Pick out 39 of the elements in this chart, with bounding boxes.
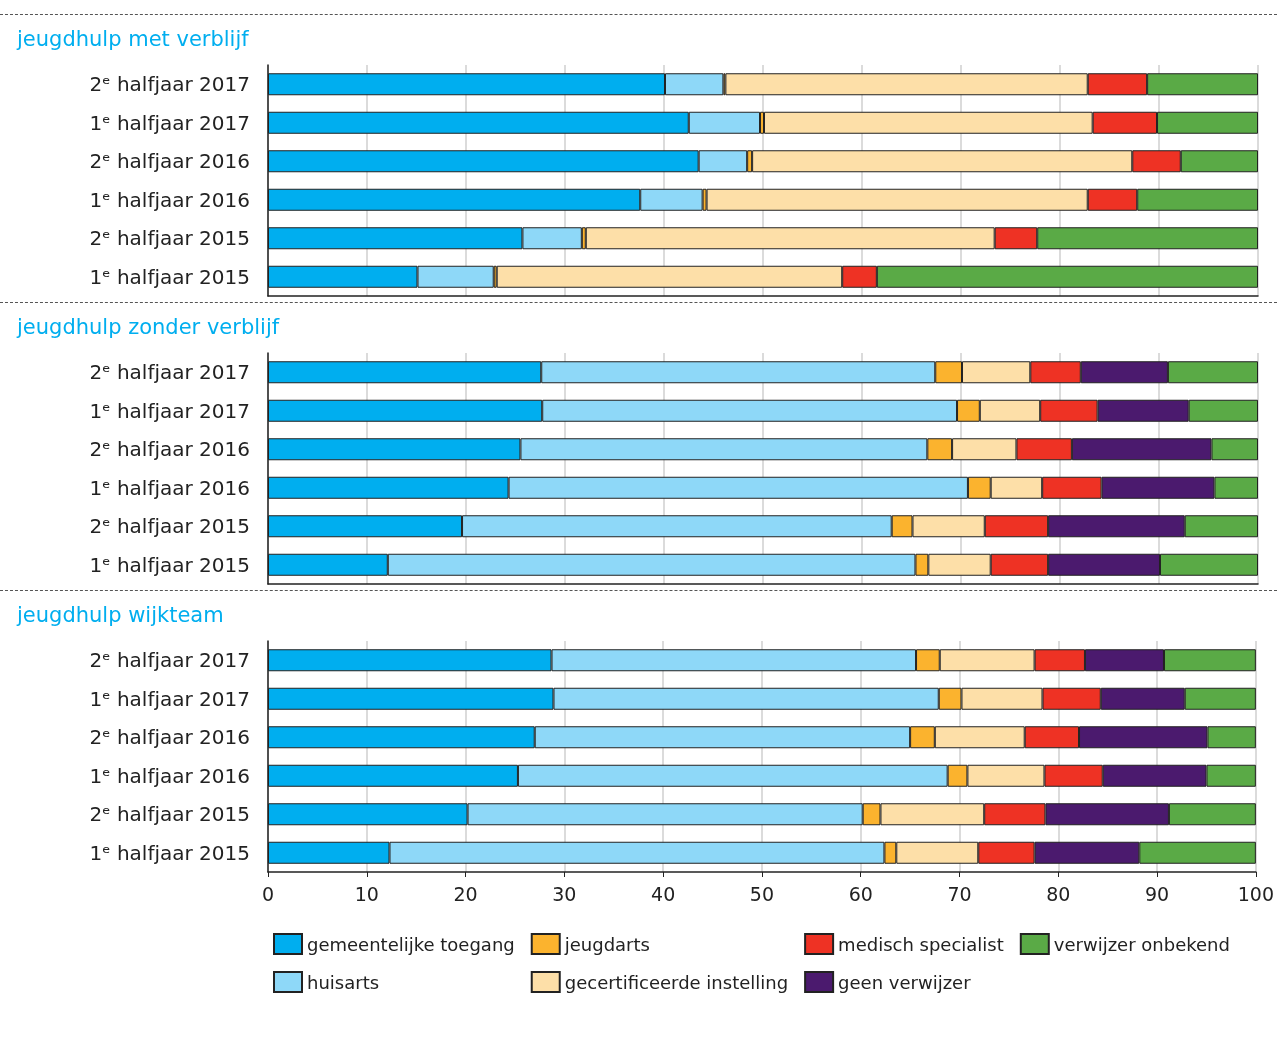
- y-tick-label: 2ᵉ halfjaar 2016: [89, 149, 250, 174]
- legend-label: huisarts: [307, 971, 380, 993]
- x-tick-label: 30: [552, 882, 577, 905]
- y-tick-label: 1ᵉ halfjaar 2015: [89, 840, 250, 865]
- y-tick-label: 2ᵉ halfjaar 2015: [89, 226, 250, 251]
- y-tick-label: 2ᵉ halfjaar 2017: [89, 72, 250, 97]
- chart-title: jeugdhulp wijkteam: [16, 602, 224, 627]
- y-tick-label: 2ᵉ halfjaar 2017: [89, 360, 250, 385]
- legend-label: medisch specialist: [838, 933, 1004, 955]
- legend-label: jeugdarts: [563, 933, 650, 955]
- x-tick-label: 60: [848, 882, 873, 905]
- legend-label: gecertificeerde instelling: [564, 971, 789, 993]
- y-tick-label: 1ᵉ halfjaar 2015: [89, 264, 250, 289]
- x-tick-label: 80: [1046, 882, 1071, 905]
- y-tick-label: 2ᵉ halfjaar 2017: [89, 648, 250, 673]
- legend-label: gemeentelijke toegang: [307, 933, 515, 955]
- y-tick-label: 2ᵉ halfjaar 2015: [89, 514, 250, 539]
- x-tick-label: 10: [354, 882, 379, 905]
- y-tick-label: 1ᵉ halfjaar 2016: [89, 475, 250, 500]
- legend-label: geen verwijzer: [838, 971, 972, 993]
- y-tick-label: 1ᵉ halfjaar 2017: [89, 398, 250, 423]
- x-tick-label: 90: [1144, 882, 1170, 905]
- y-tick-label: 1ᵉ halfjaar 2016: [89, 763, 250, 788]
- y-tick-label: 2ᵉ halfjaar 2016: [89, 437, 250, 462]
- y-tick-label: 1ᵉ halfjaar 2015: [89, 552, 250, 577]
- x-tick-label: 0: [261, 882, 275, 905]
- x-tick-label: 100: [1237, 882, 1274, 905]
- y-tick-label: 1ᵉ halfjaar 2017: [89, 686, 250, 711]
- y-tick-label: 1ᵉ halfjaar 2017: [89, 110, 250, 135]
- x-tick-label: 20: [453, 882, 478, 905]
- x-tick-label: 70: [947, 882, 972, 905]
- chart-title: jeugdhulp zonder verblijf: [16, 314, 280, 339]
- x-tick-label: 50: [749, 882, 775, 905]
- y-tick-label: 1ᵉ halfjaar 2016: [89, 187, 250, 212]
- y-tick-label: 2ᵉ halfjaar 2016: [89, 725, 250, 750]
- legend-label: verwijzer onbekend: [1053, 933, 1230, 955]
- y-tick-label: 2ᵉ halfjaar 2015: [89, 802, 250, 827]
- x-tick-label: 40: [651, 882, 676, 905]
- chart-title: jeugdhulp met verblijf: [16, 26, 250, 51]
